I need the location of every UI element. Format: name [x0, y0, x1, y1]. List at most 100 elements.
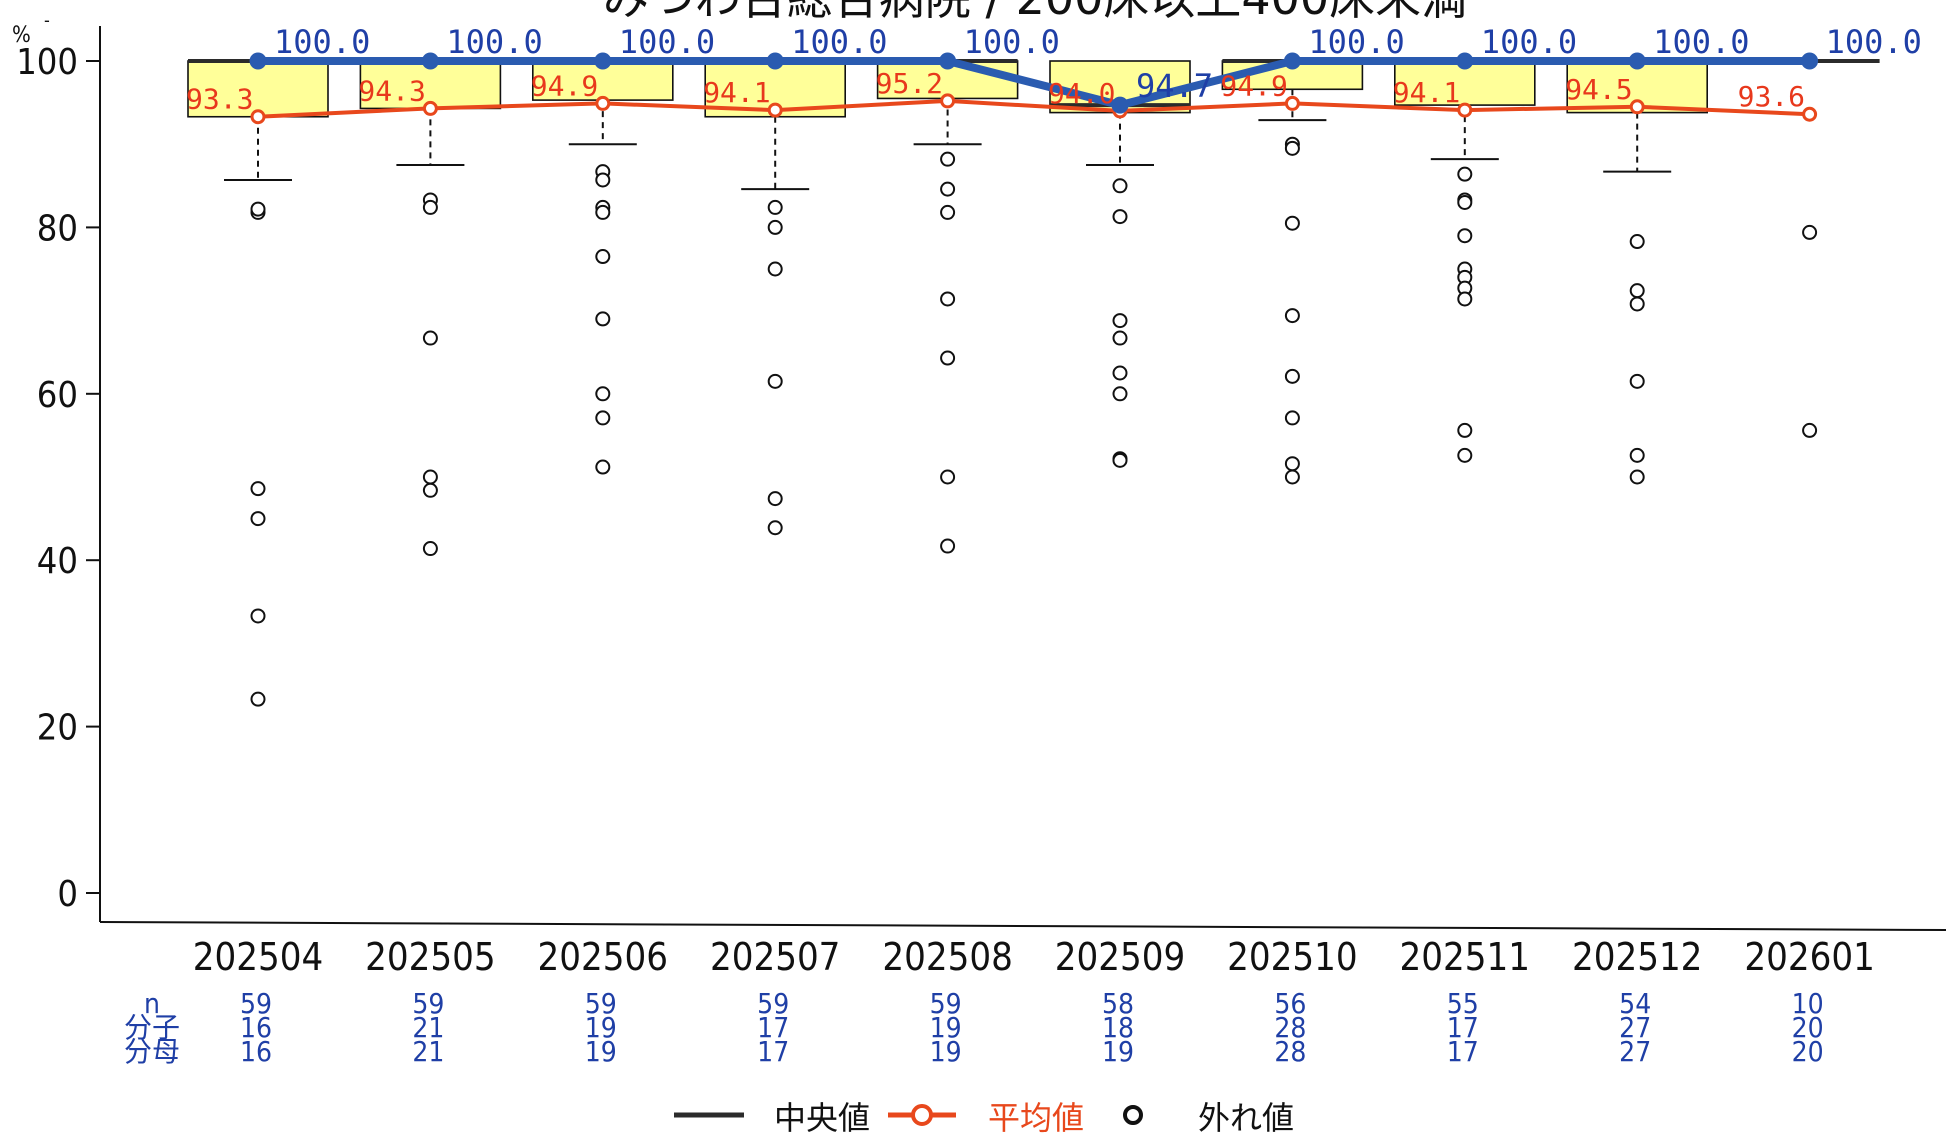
outlier-point [595, 249, 611, 265]
count-numerator: 17 [1447, 1011, 1479, 1044]
count-denominator: 21 [412, 1035, 444, 1068]
outlier-point [422, 469, 438, 485]
count-numerator: 19 [585, 1011, 617, 1044]
count-denominator: 28 [1274, 1035, 1306, 1068]
outlier-point [595, 459, 611, 475]
outlier-point [1629, 373, 1645, 389]
outlier-point [940, 469, 956, 485]
hospital-series-line [258, 57, 1810, 110]
outlier-point [767, 373, 783, 389]
x-tick-label: 202511 [1400, 935, 1530, 979]
outlier-point [1284, 456, 1300, 472]
hospital-point [939, 52, 957, 70]
count-n: 10 [1792, 987, 1824, 1020]
count-n: 59 [930, 987, 962, 1020]
mean-value-label: 94.0 [1048, 77, 1115, 110]
count-denominator: 16 [240, 1035, 272, 1068]
x-tick-label: 202601 [1744, 935, 1874, 979]
outlier-point [1284, 368, 1300, 384]
outlier-point [940, 204, 956, 220]
y-tick-label: 100 [16, 42, 78, 83]
legend-mean-swatch-marker [911, 1104, 933, 1126]
mean-point [422, 100, 438, 116]
outlier-point [1629, 447, 1645, 463]
mean-point [1284, 95, 1300, 111]
count-numerator: 19 [930, 1011, 962, 1044]
outlier-point [1802, 422, 1818, 438]
chart-title: みつわ台総合病院 / 200床以上400床未満 [603, 0, 1467, 25]
hospital-point [1628, 52, 1646, 70]
mean-value-label: 94.1 [703, 76, 770, 109]
hospital-point [1801, 52, 1819, 70]
count-row-label: n [144, 987, 160, 1020]
outlier-point [1112, 313, 1128, 329]
count-denominator: 19 [930, 1035, 962, 1068]
outlier-point [1112, 330, 1128, 346]
outlier-point [1112, 452, 1128, 468]
outlier-point [250, 481, 266, 497]
count-n: 59 [240, 987, 272, 1020]
outlier-point [1457, 194, 1473, 210]
outlier-point [1284, 140, 1300, 156]
outlier-point [595, 204, 611, 220]
count-n: 55 [1447, 987, 1479, 1020]
outlier-point [940, 181, 956, 197]
mean-value-label: 94.1 [1393, 76, 1460, 109]
outlier-point [1284, 215, 1300, 231]
count-numerator: 18 [1102, 1011, 1134, 1044]
count-n: 59 [412, 987, 444, 1020]
outlier-point [250, 511, 266, 527]
mean-value-label: 94.3 [358, 74, 425, 107]
count-n: 56 [1274, 987, 1306, 1020]
outlier-point [1284, 469, 1300, 485]
legend-mean-label: 平均値 [988, 1099, 1084, 1136]
y-tick-label: 80 [37, 208, 78, 249]
outlier-point [1457, 447, 1473, 463]
outlier-point [940, 350, 956, 366]
y-tick-label: 60 [37, 375, 78, 416]
outlier-point [940, 538, 956, 554]
hospital-value-label: 100.0 [791, 23, 887, 61]
count-n: 59 [585, 987, 617, 1020]
mean-series-line [257, 98, 1810, 119]
hospital-value-label: 94.7 [1136, 67, 1213, 105]
hospital-value-label: 100.0 [446, 23, 542, 61]
x-tick-label: 202505 [365, 935, 495, 979]
box-iqr [531, 60, 674, 101]
count-denominator: 19 [1102, 1035, 1134, 1068]
outlier-point [422, 330, 438, 346]
outlier-point [1457, 228, 1473, 244]
mean-value-label: 93.6 [1738, 80, 1805, 113]
mean-point [940, 93, 956, 109]
hospital-point [594, 52, 612, 70]
count-numerator: 27 [1619, 1011, 1651, 1044]
outlier-point [422, 541, 438, 557]
x-tick-label: 202508 [882, 935, 1012, 979]
outlier-point [1457, 166, 1473, 182]
x-tick-label: 202510 [1227, 935, 1357, 979]
count-numerator: 17 [757, 1011, 789, 1044]
x-axis-line [99, 921, 1946, 931]
count-denominator: 27 [1619, 1035, 1651, 1068]
outlier-point [422, 199, 438, 215]
outlier-point [422, 482, 438, 498]
outlier-point [1112, 178, 1128, 194]
count-n: 54 [1619, 987, 1651, 1020]
x-tick-label: 202507 [710, 935, 840, 979]
hospital-point [249, 52, 267, 70]
mean-point [1629, 99, 1645, 115]
outlier-point [767, 261, 783, 277]
count-denominator: 19 [585, 1035, 617, 1068]
hospital-value-label: 100.0 [1308, 23, 1404, 61]
count-n: 59 [757, 987, 789, 1020]
outlier-point [595, 386, 611, 402]
outlier-point [250, 608, 266, 624]
count-numerator: 16 [240, 1011, 272, 1044]
outlier-point [595, 410, 611, 426]
outlier-point [1284, 308, 1300, 324]
count-denominator: 17 [757, 1035, 789, 1068]
outlier-point [1284, 410, 1300, 426]
count-denominator: 20 [1792, 1035, 1824, 1068]
hospital-point [1283, 52, 1301, 70]
